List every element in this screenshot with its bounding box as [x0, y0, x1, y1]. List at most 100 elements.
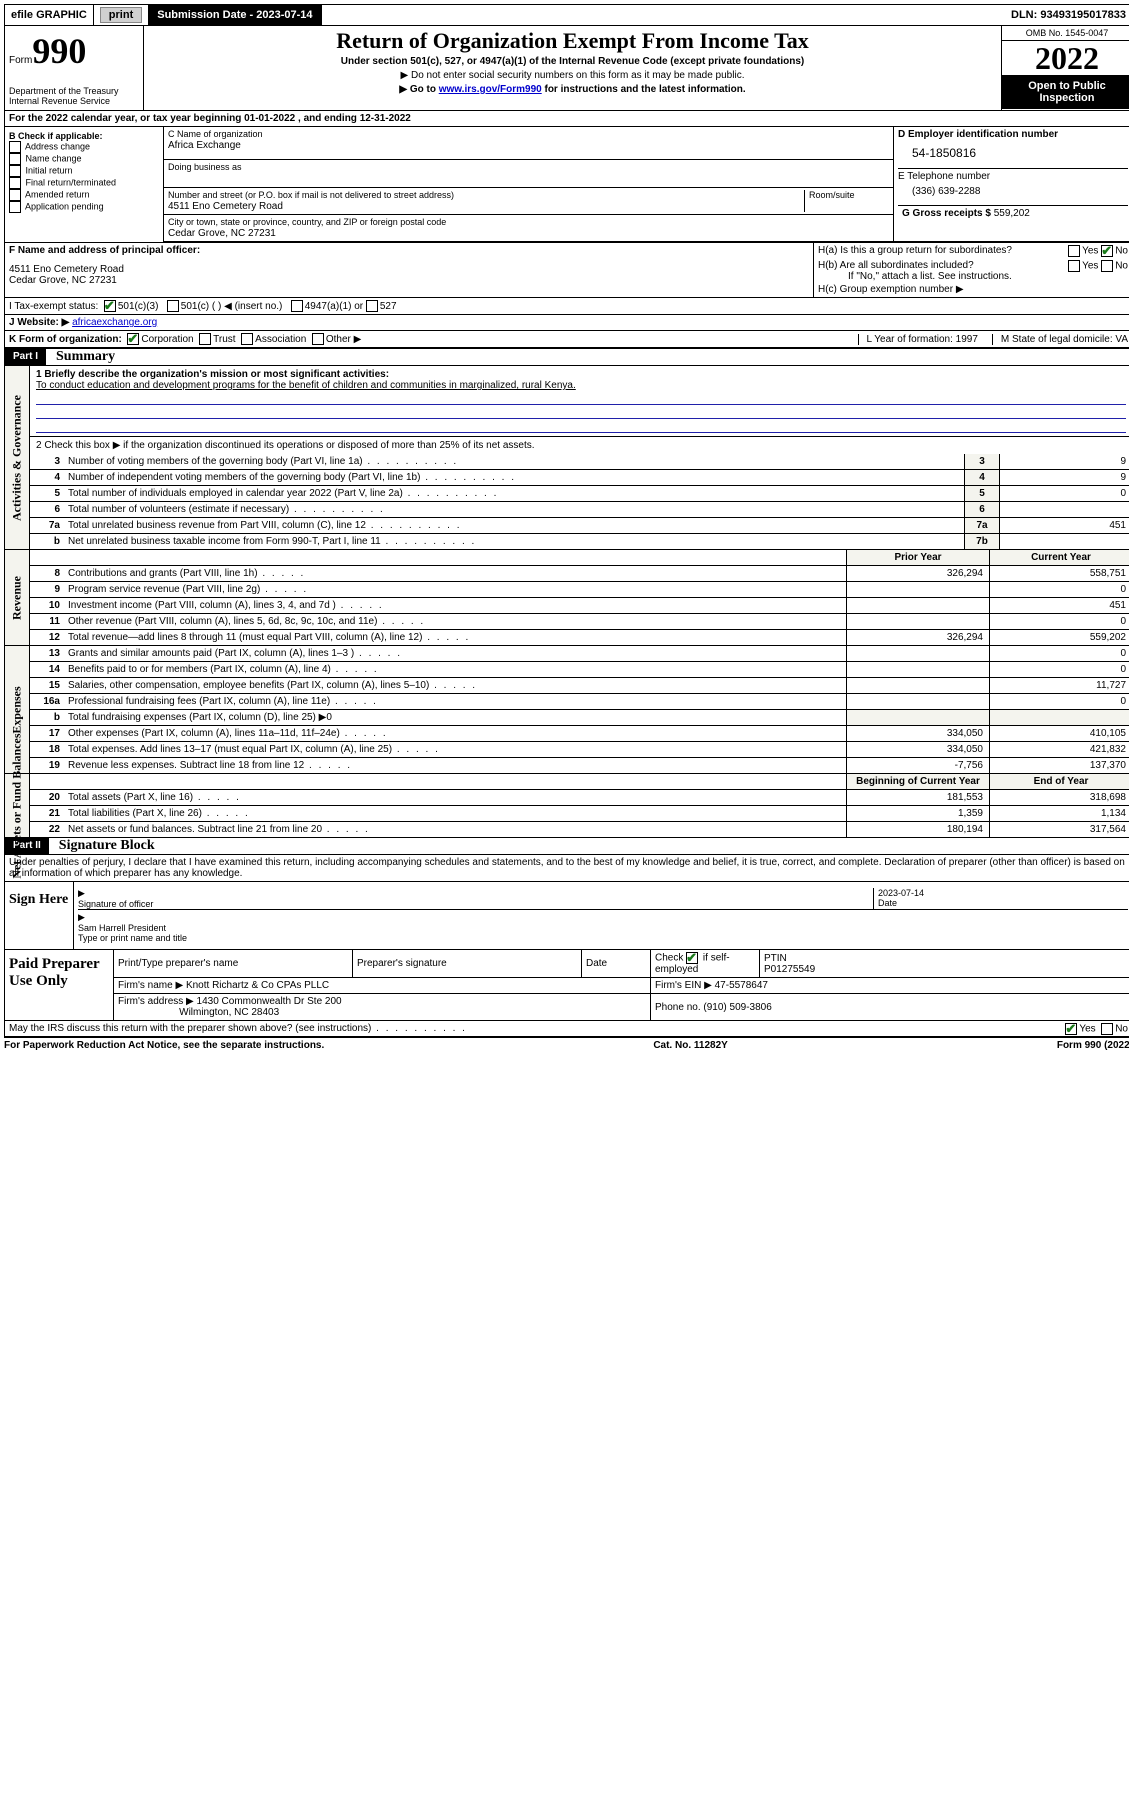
top-bar: efile GRAPHIC print Submission Date - 20… [4, 4, 1129, 26]
l1-label: 1 Briefly describe the organization's mi… [36, 369, 389, 380]
prior-year-hdr: Prior Year [846, 550, 989, 565]
vlabel-rev: Revenue [5, 550, 30, 645]
tax-year: 2022 [1002, 41, 1129, 75]
part2-title: Signature Block [49, 838, 155, 854]
discuss-no[interactable] [1101, 1023, 1113, 1035]
prep-h2: Preparer's signature [353, 950, 582, 978]
header-right: OMB No. 1545-0047 2022 Open to Public In… [1001, 26, 1129, 110]
form-number: 990 [32, 31, 86, 71]
gov-line-4: 4Number of independent voting members of… [30, 469, 1129, 485]
firm-phone: (910) 509-3806 [703, 1002, 771, 1013]
exp-line-b: bTotal fundraising expenses (Part IX, co… [30, 709, 1129, 725]
line1: 1 Briefly describe the organization's mi… [30, 366, 1129, 436]
na-header: Beginning of Current Year End of Year [30, 774, 1129, 789]
exp-line-17: 17Other expenses (Part IX, column (A), l… [30, 725, 1129, 741]
form-header: Form990 Department of the Treasury Inter… [4, 26, 1129, 111]
cb-501c3[interactable] [104, 300, 116, 312]
ha-no[interactable] [1101, 245, 1113, 257]
cb-501c[interactable] [167, 300, 179, 312]
prep-h4: Check if self-employed [651, 950, 760, 978]
submission-date: Submission Date - 2023-07-14 [149, 5, 321, 25]
efile-label: efile GRAPHIC [5, 5, 94, 25]
ptin: P01275549 [764, 964, 815, 975]
paid-preparer: Paid Preparer Use Only Print/Type prepar… [4, 950, 1129, 1021]
row-klm: K Form of organization: Corporation Trus… [4, 331, 1129, 349]
mission-text: To conduct education and development pro… [36, 380, 576, 391]
hb-yes[interactable] [1068, 260, 1080, 272]
street-address: 4511 Eno Cemetery Road [168, 201, 283, 212]
sec-governance: Activities & Governance 1 Briefly descri… [4, 366, 1129, 550]
part1-tag: Part I [5, 349, 46, 365]
org-name: Africa Exchange [168, 140, 241, 151]
block-deg: D Employer identification number 54-1850… [894, 127, 1129, 241]
na-line-21: 21Total liabilities (Part X, line 26)1,3… [30, 805, 1129, 821]
cb-address-change[interactable] [9, 141, 21, 153]
cb-corp[interactable] [127, 333, 139, 345]
cb-trust[interactable] [199, 333, 211, 345]
officer-name: Sam Harrell President [78, 923, 166, 933]
print-button[interactable]: print [94, 5, 149, 25]
gov-line-5: 5Total number of individuals employed in… [30, 485, 1129, 501]
hb-note: If "No," attach a list. See instructions… [818, 271, 1128, 282]
form-word: Form [9, 55, 32, 66]
officer-addr1: 4511 Eno Cemetery Road [9, 264, 809, 275]
website-link[interactable]: africaexchange.org [72, 317, 157, 328]
gov-line-7a: 7aTotal unrelated business revenue from … [30, 517, 1129, 533]
rev-line-11: 11Other revenue (Part VIII, column (A), … [30, 613, 1129, 629]
line2: 2 Check this box ▶ if the organization d… [30, 436, 1129, 454]
f-label: F Name and address of principal officer: [9, 245, 200, 256]
cb-self-employed[interactable] [686, 952, 698, 964]
irs-link[interactable]: www.irs.gov/Form990 [439, 84, 542, 95]
prep-h5: PTINP01275549 [760, 950, 1129, 978]
rev-line-10: 10Investment income (Part VIII, column (… [30, 597, 1129, 613]
cb-amended[interactable] [9, 189, 21, 201]
firm-addr1: 1430 Commonwealth Dr Ste 200 [197, 996, 342, 1007]
block-cd: C Name of organization Africa Exchange D… [164, 127, 1129, 242]
sign-here-label: Sign Here [5, 882, 74, 949]
k-label: K Form of organization: [9, 334, 122, 345]
prep-h1: Print/Type preparer's name [114, 950, 353, 978]
form-sub2a: ▶ Do not enter social security numbers o… [150, 70, 995, 81]
city-lbl: City or town, state or province, country… [168, 217, 446, 227]
hc-label: H(c) Group exemption number ▶ [818, 284, 1128, 295]
b-label: B Check if applicable: [9, 131, 103, 141]
j-label: J Website: ▶ [9, 317, 69, 328]
discuss-yes[interactable] [1065, 1023, 1077, 1035]
form-title: Return of Organization Exempt From Incom… [150, 28, 995, 54]
m-state: M State of legal domicile: VA [992, 334, 1128, 345]
sig-declaration: Under penalties of perjury, I declare th… [4, 855, 1129, 882]
firm-ein: 47-5578647 [715, 980, 768, 991]
dba-lbl: Doing business as [168, 162, 242, 172]
block-f: F Name and address of principal officer:… [5, 243, 814, 297]
footer: For Paperwork Reduction Act Notice, see … [4, 1038, 1129, 1053]
cb-4947[interactable] [291, 300, 303, 312]
ha-yes[interactable] [1068, 245, 1080, 257]
form-sub1: Under section 501(c), 527, or 4947(a)(1)… [150, 56, 995, 67]
firm-name: Knott Richartz & Co CPAs PLLC [186, 980, 329, 991]
prep-label: Paid Preparer Use Only [5, 950, 114, 1020]
hb-label: H(b) Are all subordinates included? [818, 260, 974, 271]
exp-line-19: 19Revenue less expenses. Subtract line 1… [30, 757, 1129, 773]
curr-year-hdr: Current Year [989, 550, 1129, 565]
cb-name-change[interactable] [9, 153, 21, 165]
cb-assoc[interactable] [241, 333, 253, 345]
e-label: E Telephone number [898, 171, 990, 182]
omb-number: OMB No. 1545-0047 [1002, 26, 1129, 41]
gov-line-b: bNet unrelated business taxable income f… [30, 533, 1129, 549]
addr-lbl: Number and street (or P.O. box if mail i… [168, 190, 454, 200]
rev-header: Prior Year Current Year [30, 550, 1129, 565]
hb-no[interactable] [1101, 260, 1113, 272]
cb-final-return[interactable] [9, 177, 21, 189]
row-a-text: For the 2022 calendar year, or tax year … [9, 113, 411, 124]
cb-527[interactable] [366, 300, 378, 312]
cb-other[interactable] [312, 333, 324, 345]
rev-line-9: 9Program service revenue (Part VIII, lin… [30, 581, 1129, 597]
l-year: L Year of formation: 1997 [858, 334, 978, 345]
sign-here: Sign Here ▶Signature of officer 2023-07-… [4, 882, 1129, 950]
cb-app-pending[interactable] [9, 201, 21, 213]
exp-line-16a: 16aProfessional fundraising fees (Part I… [30, 693, 1129, 709]
cb-initial-return[interactable] [9, 165, 21, 177]
rev-line-12: 12Total revenue—add lines 8 through 11 (… [30, 629, 1129, 645]
header-left: Form990 Department of the Treasury Inter… [5, 26, 144, 110]
row-i: I Tax-exempt status: 501(c)(3) 501(c) ( … [4, 298, 1129, 315]
